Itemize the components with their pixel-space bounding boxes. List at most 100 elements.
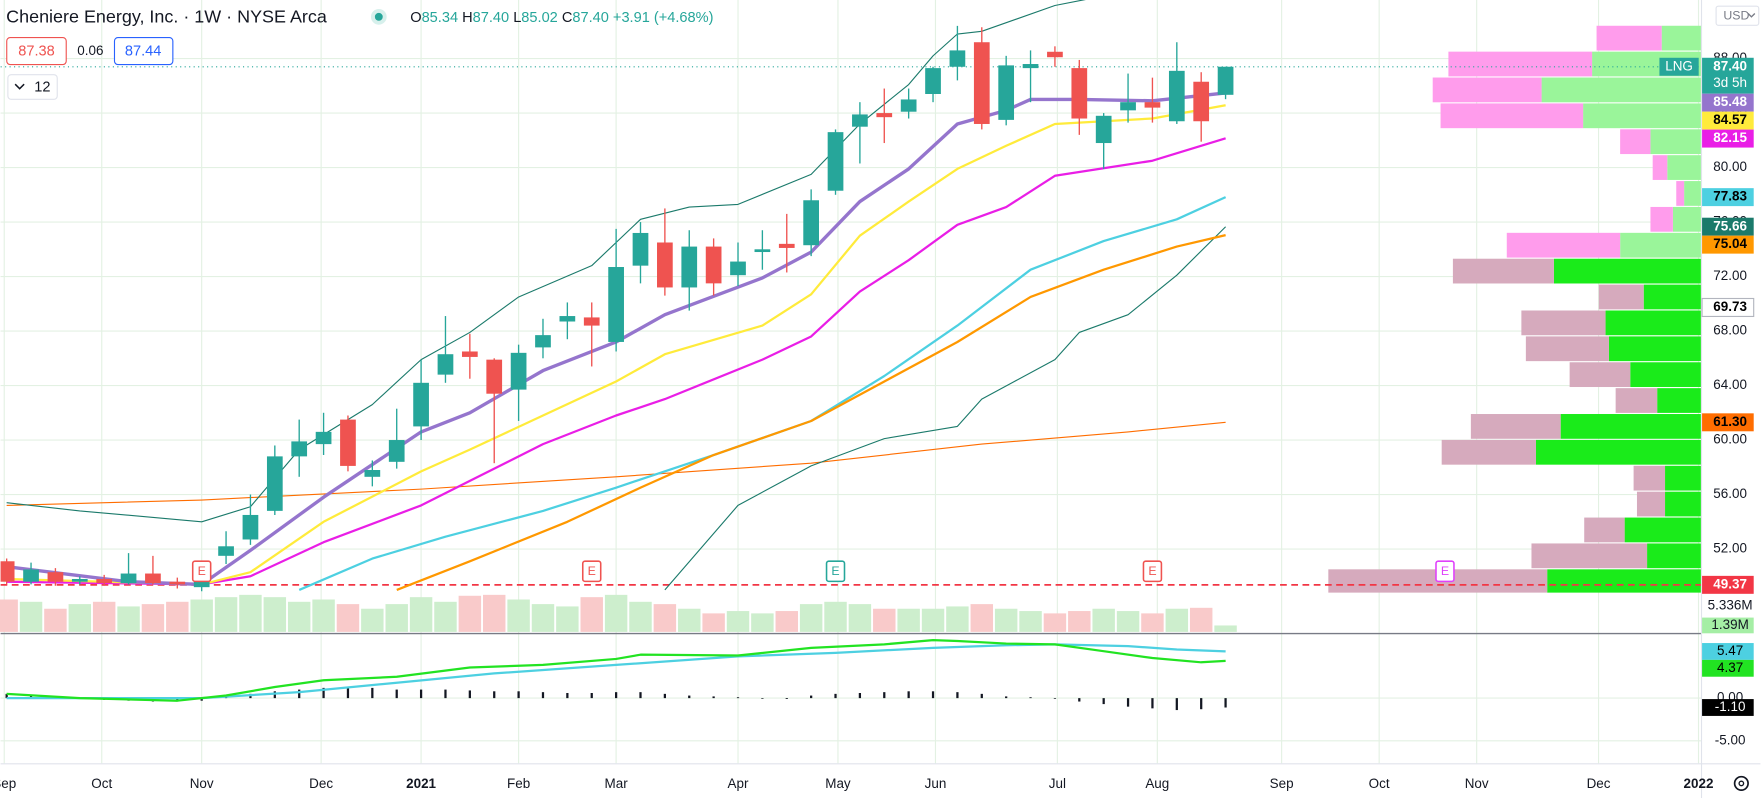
candle-body xyxy=(949,50,966,67)
profile-up-bar xyxy=(1605,310,1701,336)
profile-down-bar xyxy=(1636,491,1666,517)
legend-value: 87.40 xyxy=(572,10,608,26)
candle-body xyxy=(998,65,1015,120)
volume-bar xyxy=(434,601,457,632)
profile-up-bar xyxy=(1650,129,1701,155)
volume-bar xyxy=(1141,613,1164,632)
earnings-label: E xyxy=(1441,564,1449,578)
profile-up-bar xyxy=(1667,155,1701,180)
histogram-bar xyxy=(468,690,471,699)
x-tick-label: Oct xyxy=(1369,776,1390,791)
y-tick-label: -5.00 xyxy=(1715,732,1746,747)
volume-bar xyxy=(1019,611,1042,632)
profile-down-bar xyxy=(1470,414,1561,439)
volume-bar xyxy=(361,608,384,632)
profile-up-bar xyxy=(1630,362,1701,388)
candle-body xyxy=(852,114,868,127)
indicator-label: 4.37 xyxy=(1717,660,1743,675)
histogram-bar xyxy=(298,689,301,699)
histogram-bar xyxy=(1224,698,1227,708)
candle-body xyxy=(461,351,478,357)
profile-up-bar xyxy=(1665,491,1701,517)
volume-bar xyxy=(873,608,896,632)
volume-bar xyxy=(239,594,262,632)
legend-value: 87.40 xyxy=(473,10,509,26)
indicator-label-bg xyxy=(1702,699,1754,716)
candle-body xyxy=(510,352,527,390)
histogram-bar xyxy=(566,693,569,699)
indicators-count[interactable]: 12 xyxy=(34,79,50,95)
moving-average-line xyxy=(396,234,1226,591)
candle-body xyxy=(778,243,795,248)
volume-bar xyxy=(1043,613,1067,632)
profile-down-bar xyxy=(1615,388,1658,413)
profile-up-bar xyxy=(1647,543,1701,569)
gear-ring[interactable] xyxy=(1733,775,1749,791)
currency-button[interactable] xyxy=(1715,5,1760,26)
histogram-bar xyxy=(858,693,862,699)
candle-body xyxy=(315,431,332,445)
profile-down-bar xyxy=(1440,103,1584,129)
indicator-label: 5.47 xyxy=(1717,643,1743,658)
indicator-label-bg xyxy=(1702,643,1754,660)
candle-body xyxy=(120,573,137,584)
y-tick-label: 56.00 xyxy=(1713,486,1747,501)
volume-bar xyxy=(824,601,847,632)
volume-bar xyxy=(1214,625,1237,632)
bid-price[interactable]: 87.38 xyxy=(18,43,54,59)
gear-center[interactable] xyxy=(1738,780,1745,787)
settings-icon[interactable] xyxy=(1733,775,1749,791)
indicators-toggle[interactable] xyxy=(7,74,58,100)
candle-body xyxy=(437,354,454,375)
sell-button[interactable] xyxy=(6,37,67,66)
moving-average-line xyxy=(6,91,1226,587)
earnings-marker xyxy=(581,560,602,583)
earnings-marker xyxy=(825,560,846,583)
candle-body xyxy=(559,316,576,322)
buy-button[interactable] xyxy=(113,37,174,66)
candle-body xyxy=(705,246,722,284)
grid xyxy=(0,0,1701,764)
chevron-icon[interactable] xyxy=(14,83,25,90)
earnings-label: E xyxy=(831,564,839,578)
profile-down-bar xyxy=(1432,77,1542,103)
price-label: 49.37 xyxy=(1713,576,1747,591)
histogram-bar xyxy=(1078,698,1081,702)
profile-up-bar xyxy=(1661,25,1701,51)
x-tick-label: 2022 xyxy=(1684,776,1714,791)
histogram-bar xyxy=(1005,696,1008,699)
profile-up-bar xyxy=(1535,439,1701,465)
volume-bar xyxy=(629,601,652,632)
currency[interactable]: USD xyxy=(1723,9,1749,23)
volume-bar xyxy=(409,597,433,632)
profile-down-bar xyxy=(1620,129,1651,155)
candle-body xyxy=(388,440,405,462)
volume-bar xyxy=(507,599,530,632)
volume-bar xyxy=(19,601,43,632)
price-label: 75.66 xyxy=(1713,218,1747,233)
ask-price[interactable]: 87.44 xyxy=(125,43,161,59)
x-tick-label: Oct xyxy=(91,776,112,791)
profile-up-bar xyxy=(1583,103,1701,129)
volume-ma-label: 5.336M xyxy=(1708,598,1753,613)
moving-average-line xyxy=(664,226,1227,591)
histogram-bar xyxy=(395,689,398,699)
volume-bar xyxy=(68,604,92,632)
x-tick-label: Nov xyxy=(190,776,214,791)
status-dot xyxy=(374,12,383,21)
histogram-bar xyxy=(5,693,8,699)
volume-bar xyxy=(702,613,725,632)
volume-bar xyxy=(604,594,628,632)
histogram-bar xyxy=(663,693,666,699)
histogram-bar xyxy=(931,691,935,699)
histogram-bar xyxy=(785,698,788,699)
currency-chevron[interactable] xyxy=(1747,12,1756,18)
profile-up-bar xyxy=(1547,569,1701,593)
price-label: 75.04 xyxy=(1713,236,1747,251)
volume-bar xyxy=(166,601,189,632)
profile-down-bar xyxy=(1596,25,1662,51)
profile-down-bar xyxy=(1652,155,1668,180)
